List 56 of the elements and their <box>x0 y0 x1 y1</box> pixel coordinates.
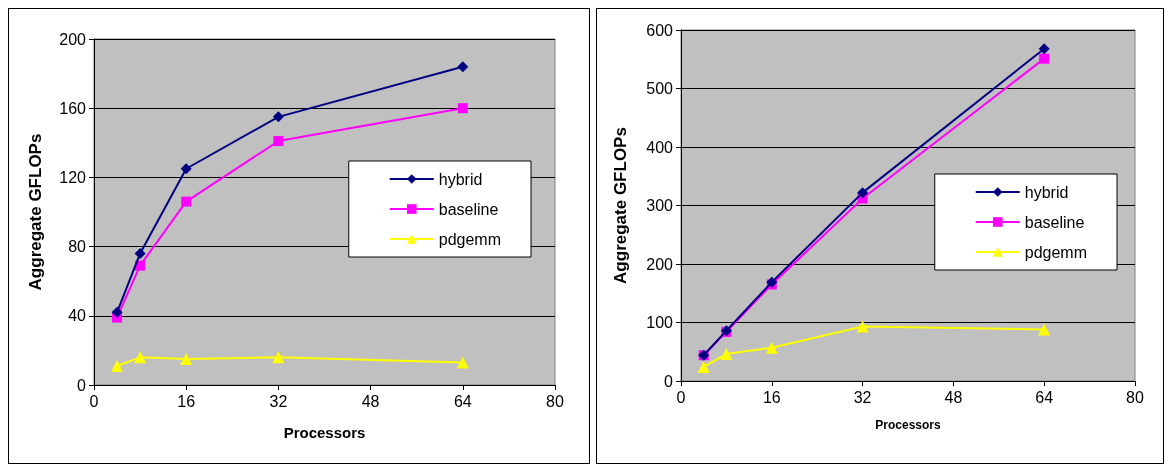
point <box>765 341 778 354</box>
y-tick-label: 100 <box>646 314 674 331</box>
y-tick-label: 40 <box>68 307 87 325</box>
y-tick-label: 80 <box>68 238 87 256</box>
legend-label: pdgemm <box>438 230 501 248</box>
x-tick-label: 0 <box>89 392 99 410</box>
point <box>1038 323 1051 336</box>
x-tick-label: 32 <box>853 388 872 406</box>
point <box>1038 43 1050 55</box>
point <box>273 136 284 147</box>
point <box>857 187 869 199</box>
point <box>457 61 469 73</box>
point <box>181 196 192 207</box>
x-tick-label: 80 <box>1126 388 1144 406</box>
legend-label: baseline <box>438 200 499 218</box>
point <box>697 360 710 373</box>
x-tick-label: 80 <box>546 392 564 410</box>
x-tick-label: 0 <box>676 388 686 406</box>
y-tick-label: 400 <box>646 138 674 156</box>
y-tick-label: 200 <box>59 30 87 48</box>
x-tick-label: 64 <box>1035 388 1054 406</box>
point <box>272 111 284 123</box>
point <box>134 351 147 364</box>
y-axis-title: Aggregate GFLOPs <box>611 127 630 284</box>
point <box>1039 53 1050 64</box>
point <box>272 351 285 364</box>
y-tick-label: 160 <box>59 99 87 117</box>
x-tick-label: 16 <box>762 388 781 406</box>
legend-label: hybrid <box>1024 183 1069 201</box>
x-tick-label: 64 <box>453 392 472 410</box>
y-tick-label: 0 <box>664 372 674 390</box>
legend-label: hybrid <box>438 170 483 188</box>
point <box>111 306 123 318</box>
x-tick-label: 32 <box>269 392 288 410</box>
y-tick-label: 0 <box>77 376 87 394</box>
x-tick-label: 48 <box>944 388 963 406</box>
point <box>720 348 733 361</box>
point <box>134 248 146 260</box>
point <box>111 359 124 372</box>
point <box>180 353 193 366</box>
x-tick-label: 48 <box>361 392 380 410</box>
legend-label: baseline <box>1024 213 1085 231</box>
y-tick-label: 120 <box>59 168 87 186</box>
x-axis-title: Processors <box>283 424 366 441</box>
y-tick-label: 600 <box>646 21 674 39</box>
point <box>456 356 469 369</box>
x-axis-title: Processors <box>875 418 942 432</box>
y-tick-label: 300 <box>646 197 674 214</box>
point <box>457 103 468 114</box>
x-tick-label: 16 <box>177 392 196 410</box>
y-tick-label: 200 <box>646 255 674 273</box>
y-tick-label: 500 <box>646 80 674 97</box>
y-axis-title: Aggregate GFLOPs <box>26 133 45 291</box>
point <box>180 163 192 175</box>
point <box>856 320 869 333</box>
legend-label: pdgemm <box>1024 243 1087 261</box>
